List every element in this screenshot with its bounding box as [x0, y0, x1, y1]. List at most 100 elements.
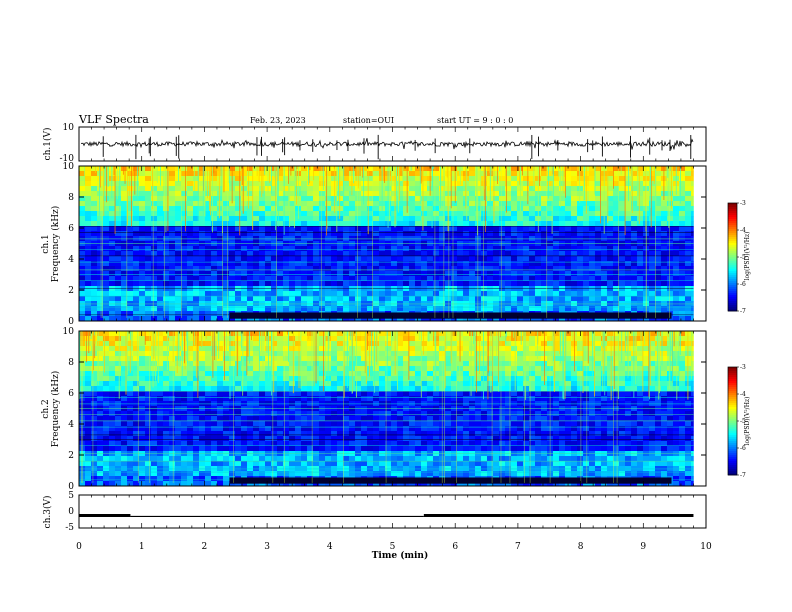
spectrogram-cell — [217, 316, 224, 322]
spectrogram-cell — [535, 251, 542, 257]
spectrogram-cell — [355, 266, 362, 272]
spectrogram-cell — [103, 296, 110, 302]
spectrogram-cell — [637, 296, 644, 302]
spectrogram-cell — [613, 266, 620, 272]
spectrogram-cell — [529, 276, 536, 282]
spectrogram-cell — [421, 276, 428, 282]
spectrogram-cell — [337, 231, 344, 237]
spectrogram-cell — [217, 356, 224, 362]
spectrogram-cell — [217, 176, 224, 182]
spectrogram-cell — [631, 181, 638, 187]
spectrogram-cell — [91, 176, 98, 182]
spectrogram-cell — [421, 246, 428, 252]
spectrogram-cell — [427, 221, 434, 227]
spectrogram-cell — [109, 341, 116, 347]
spectrogram-cell — [145, 341, 152, 347]
spectrogram-cell — [571, 216, 578, 222]
spectrogram-cell — [313, 186, 320, 192]
spectrogram-cell — [679, 246, 686, 252]
spectrogram-cell — [163, 296, 170, 302]
spectrogram-cell — [373, 306, 380, 312]
spectrogram-cell — [439, 296, 446, 302]
spectrogram-cell — [523, 226, 530, 232]
spectrogram-cell — [343, 381, 350, 387]
spectrogram-cell — [109, 411, 116, 417]
spectrogram-cell — [85, 381, 92, 387]
spectrogram-cell — [667, 191, 674, 197]
spectrogram-cell — [559, 261, 566, 267]
spectrogram-cell — [685, 251, 692, 257]
spectrogram-cell — [97, 371, 104, 377]
spectrogram-cell — [205, 206, 212, 212]
spectrogram-cell — [97, 396, 104, 402]
spectrogram-cell — [661, 206, 668, 212]
spectrogram-cell — [571, 191, 578, 197]
spectrogram-cell — [607, 191, 614, 197]
spectrogram-cell — [241, 336, 248, 342]
spectrogram-cell — [145, 431, 152, 437]
spectrogram-cell — [85, 186, 92, 192]
spectrogram-cell — [97, 416, 104, 422]
spectrogram-cell — [127, 211, 134, 217]
spectrogram-cell — [247, 391, 254, 397]
spectrogram-cell — [103, 331, 110, 337]
spectrogram-cell — [421, 211, 428, 217]
spectrogram-cell — [91, 446, 98, 452]
spectrogram-cell — [685, 271, 692, 277]
spectrogram-cell — [151, 396, 158, 402]
spectrogram-cell — [349, 441, 356, 447]
spectrogram-cell — [667, 246, 674, 252]
spectrogram-cell — [283, 261, 290, 267]
spectrogram-cell — [451, 186, 458, 192]
spectrogram-cell — [661, 296, 668, 302]
spectrogram-cell — [97, 436, 104, 442]
spectrogram-cell — [145, 221, 152, 227]
spectrogram-cell — [145, 246, 152, 252]
spectrogram-cell — [223, 276, 230, 282]
spectrogram-cell — [685, 276, 692, 282]
spectrogram-cell — [265, 191, 272, 197]
spectrogram-cell — [499, 291, 506, 297]
spectrogram-cell — [631, 251, 638, 257]
spectrogram-cell — [307, 211, 314, 217]
spectrogram-cell — [265, 426, 272, 432]
spectrogram-cell — [379, 251, 386, 257]
spectrogram-cell — [613, 296, 620, 302]
spectrogram-cell — [517, 276, 524, 282]
spectrogram-cell — [355, 391, 362, 397]
spectrogram-cell — [169, 351, 176, 357]
spectrogram-cell — [301, 291, 308, 297]
spectrogram-cell — [553, 266, 560, 272]
spectrogram-cell — [223, 181, 230, 187]
spectrogram-cell — [169, 376, 176, 382]
spectrogram-cell — [265, 396, 272, 402]
spectrogram-cell — [313, 251, 320, 257]
spectrogram-ytick-label: 4 — [68, 255, 74, 265]
spectrogram-cell — [475, 261, 482, 267]
spectrogram-cell — [169, 416, 176, 422]
spectrogram-cell — [493, 196, 500, 202]
spectrogram-cell — [409, 211, 416, 217]
spectrogram-cell — [259, 171, 266, 177]
spectrogram-cell — [91, 246, 98, 252]
spectrogram-cell — [211, 426, 218, 432]
spectrogram-cell — [325, 276, 332, 282]
spectrogram-cell — [691, 291, 694, 297]
spectrogram-cell — [235, 266, 242, 272]
spectrogram-cell — [397, 181, 404, 187]
spectrogram-cell — [91, 231, 98, 237]
spectrogram-cell — [193, 281, 200, 287]
spectrogram-cell — [313, 386, 320, 392]
spectrogram-cell — [277, 331, 284, 337]
spectrogram-cell — [529, 281, 536, 287]
spectrogram-cell — [691, 246, 694, 252]
spectrogram-cell — [85, 216, 92, 222]
spectrogram-cell — [517, 191, 524, 197]
spectrogram-cell — [235, 431, 242, 437]
spectrogram-cell — [121, 391, 128, 397]
spectrogram-cell — [691, 281, 694, 287]
spectrogram-cell — [553, 276, 560, 282]
spectrogram-cell — [637, 211, 644, 217]
spectrogram-cell — [211, 216, 218, 222]
spectrogram-cell — [79, 411, 86, 417]
